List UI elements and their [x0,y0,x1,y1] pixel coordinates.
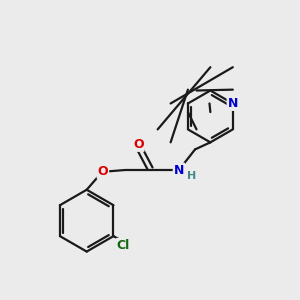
Text: Cl: Cl [116,239,130,252]
Text: N: N [228,97,238,110]
Text: O: O [98,165,108,178]
Text: H: H [187,172,196,182]
Text: N: N [174,164,184,176]
Text: O: O [133,138,143,151]
